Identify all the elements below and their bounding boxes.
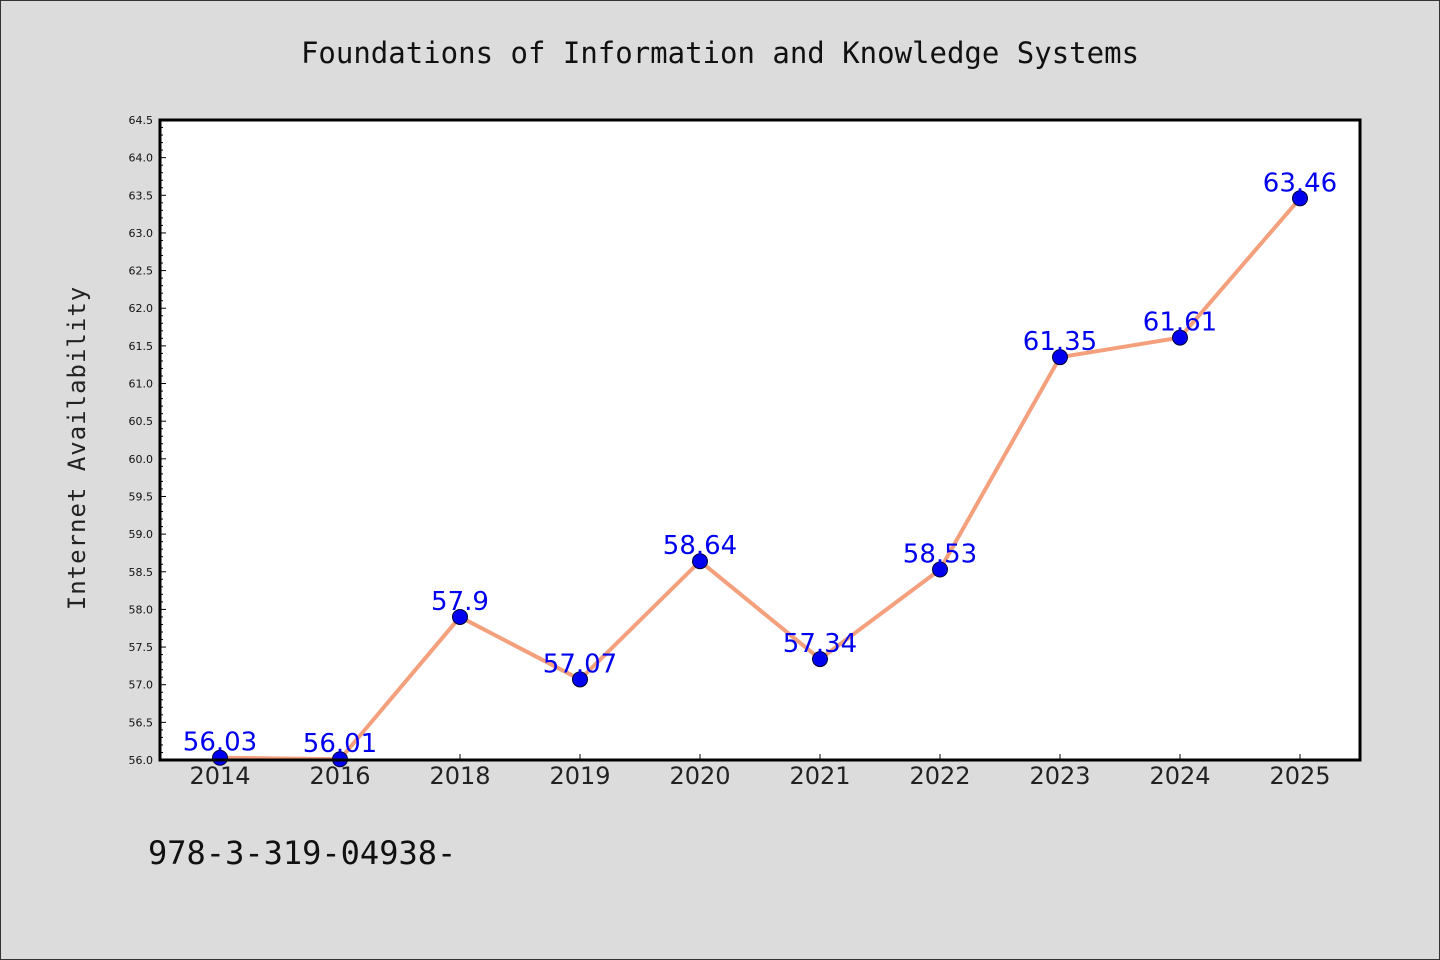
data-label: 61.61 bbox=[1143, 308, 1217, 338]
y-tick-label: 56.5 bbox=[129, 716, 154, 729]
x-tick-label: 2018 bbox=[429, 762, 490, 790]
data-point bbox=[452, 608, 468, 625]
x-axis-ticks: 2014 2016 2018 2019 2020 2021 2022 2023 2024 2025 bbox=[189, 754, 1331, 790]
y-tick-label: 57.5 bbox=[129, 641, 154, 654]
y-tick-label: 63.0 bbox=[129, 227, 154, 240]
data-point bbox=[1292, 190, 1308, 207]
y-tick-label: 61.5 bbox=[129, 340, 154, 353]
y-tick-label: 64.5 bbox=[129, 114, 154, 127]
y-tick-label: 58.5 bbox=[129, 566, 154, 579]
y-tick-label: 63.5 bbox=[129, 189, 154, 202]
chart-title: Foundations of Information and Knowledge… bbox=[301, 36, 1139, 70]
y-tick-label: 59.5 bbox=[129, 490, 154, 503]
data-label: 57.9 bbox=[431, 587, 489, 617]
x-tick-label: 2014 bbox=[189, 762, 250, 790]
x-tick-label: 2025 bbox=[1269, 762, 1330, 790]
data-label: 57.34 bbox=[783, 629, 857, 659]
data-label: 63.46 bbox=[1263, 168, 1337, 198]
y-tick-label: 60.5 bbox=[129, 415, 154, 428]
series-line bbox=[219, 197, 1302, 762]
x-tick-label: 2023 bbox=[1029, 762, 1090, 790]
x-tick-label: 2021 bbox=[789, 762, 850, 790]
series-group: 56.03 56.01 57.9 57.07 58.64 57.34 58.53 61.35 6… bbox=[183, 168, 1337, 768]
x-tick-label: 2022 bbox=[909, 762, 970, 790]
data-label: 58.64 bbox=[663, 531, 737, 561]
x-tick-label: 2019 bbox=[549, 762, 610, 790]
data-label: 58.53 bbox=[903, 540, 977, 570]
data-point bbox=[812, 651, 828, 668]
isbn-annotation: 978-3-319-04938- bbox=[148, 834, 456, 872]
y-tick-label: 59.0 bbox=[129, 528, 154, 541]
y-tick-label: 58.0 bbox=[129, 603, 154, 616]
data-point bbox=[932, 561, 948, 578]
y-tick-label: 64.0 bbox=[129, 152, 154, 165]
data-label: 56.03 bbox=[183, 728, 257, 758]
data-point bbox=[1172, 329, 1188, 346]
y-axis-label: Internet Availability bbox=[63, 286, 91, 610]
y-tick-label: 56.0 bbox=[129, 754, 154, 767]
data-label: 56.01 bbox=[303, 729, 377, 759]
plot-frame bbox=[158, 118, 1362, 762]
data-point bbox=[1052, 349, 1068, 366]
plot-area bbox=[160, 120, 1360, 760]
x-tick-label: 2024 bbox=[1149, 762, 1210, 790]
data-point bbox=[692, 553, 708, 570]
data-label: 61.35 bbox=[1023, 327, 1097, 357]
x-tick-label: 2020 bbox=[669, 762, 730, 790]
data-label: 57.07 bbox=[543, 649, 617, 679]
data-point bbox=[572, 671, 588, 688]
y-tick-label: 62.5 bbox=[129, 265, 154, 278]
y-tick-label: 60.0 bbox=[129, 453, 154, 466]
y-tick-label: 57.0 bbox=[129, 679, 154, 692]
y-tick-label: 62.0 bbox=[129, 302, 154, 315]
y-tick-label: 61.0 bbox=[129, 378, 154, 391]
